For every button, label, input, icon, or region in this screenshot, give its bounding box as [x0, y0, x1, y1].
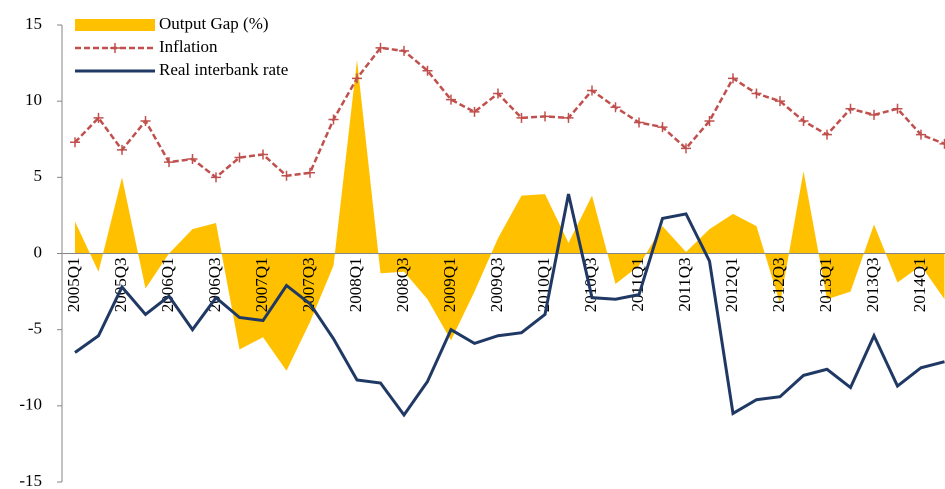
legend-swatch [75, 19, 155, 31]
marker [728, 73, 738, 84]
marker [164, 157, 174, 168]
marker [798, 115, 809, 126]
x-tick-label: 2011Q1 [628, 258, 647, 312]
legend-label: Real interbank rate [159, 60, 288, 79]
marker [469, 106, 480, 117]
marker [704, 115, 715, 126]
marker [422, 65, 433, 76]
x-tick-label: 2013Q1 [816, 258, 835, 313]
y-tick-label: 0 [34, 242, 43, 261]
marker [939, 138, 945, 149]
area [75, 60, 945, 371]
marker [70, 137, 80, 148]
marker [328, 114, 339, 125]
x-tick-label: 2012Q3 [769, 258, 788, 313]
line [74, 46, 945, 179]
marker [869, 109, 879, 120]
marker [305, 167, 315, 178]
marker [892, 103, 903, 114]
marker [258, 149, 268, 160]
x-tick-label: 2008Q1 [346, 258, 365, 313]
marker [775, 96, 785, 107]
marker [117, 144, 127, 155]
x-tick-label: 2007Q1 [252, 258, 271, 313]
marker [751, 88, 762, 99]
marker [399, 45, 409, 56]
y-tick-label: -10 [19, 395, 42, 414]
marker [375, 42, 386, 53]
marker [93, 112, 104, 123]
x-tick-label: 2014Q1 [910, 258, 929, 313]
x-tick-label: 2013Q3 [863, 258, 882, 313]
marker [516, 112, 527, 123]
y-tick-label: -5 [28, 319, 42, 338]
marker [234, 152, 245, 163]
marker [845, 103, 856, 114]
x-tick-label: 2011Q3 [675, 258, 694, 312]
marker [446, 94, 456, 105]
marker [587, 85, 597, 96]
y-tick-label: 15 [25, 14, 42, 33]
marker [610, 102, 621, 113]
marker [657, 122, 668, 133]
marker [822, 129, 832, 140]
marker [211, 172, 221, 183]
legend-label: Output Gap (%) [159, 14, 269, 33]
y-tick-label: -15 [19, 471, 42, 489]
marker [493, 88, 503, 99]
legend-label: Inflation [159, 37, 218, 56]
marker [681, 143, 691, 154]
x-tick-label: 2012Q1 [722, 258, 741, 313]
x-tick-label: 2008Q3 [393, 258, 412, 313]
y-tick-label: 5 [34, 166, 43, 185]
marker [634, 117, 644, 128]
marker [140, 115, 151, 126]
x-tick-label: 2005Q1 [64, 258, 83, 313]
marker [281, 170, 292, 181]
marker [563, 112, 574, 123]
x-tick-label: 2006Q3 [205, 258, 224, 313]
line [74, 193, 945, 418]
x-tick-label: 2009Q1 [440, 258, 459, 313]
marker [352, 73, 362, 84]
x-tick-label: 2009Q3 [487, 258, 506, 313]
marker [187, 154, 198, 165]
marker [916, 129, 926, 140]
marker [540, 111, 550, 122]
legend-marker [110, 43, 120, 53]
y-tick-label: 10 [25, 90, 42, 109]
